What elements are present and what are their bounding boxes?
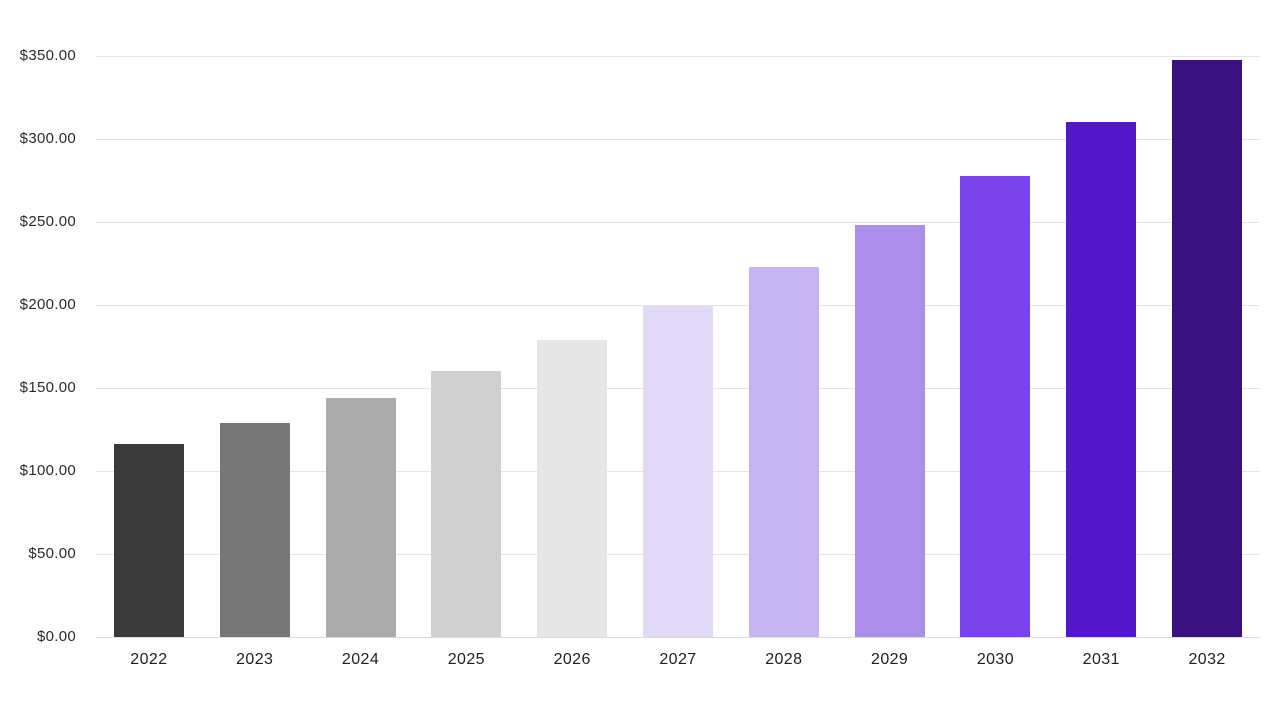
gridline [96, 221, 1260, 223]
x-axis-tick-label: 2025 [447, 651, 485, 668]
x-axis-tick-label: 2032 [1188, 651, 1226, 668]
x-axis-tick-label: 2029 [871, 651, 909, 668]
x-axis-tick-label: 2031 [1082, 651, 1120, 668]
y-axis-tick-label: $200.00 [19, 296, 76, 313]
x-axis-tick-label: 2026 [553, 651, 591, 668]
y-axis-tick-label: $300.00 [19, 130, 76, 147]
y-axis-tick-label: $250.00 [19, 213, 76, 230]
y-axis-tick-label: $350.00 [19, 47, 76, 64]
x-axis-tick-label: 2027 [659, 651, 697, 668]
bar-2029 [854, 224, 925, 637]
bar-2031 [1066, 122, 1137, 637]
y-axis-tick-label: $100.00 [19, 462, 76, 479]
gridline [96, 55, 1260, 57]
y-axis-tick-label: $0.00 [36, 628, 76, 645]
x-axis-baseline [96, 636, 1260, 638]
y-axis-tick-label: $50.00 [28, 545, 76, 562]
y-axis-tick-label: $150.00 [19, 379, 76, 396]
x-axis-tick-label: 2023 [236, 651, 274, 668]
bar-2030 [960, 175, 1031, 637]
x-axis-tick-label: 2022 [130, 651, 168, 668]
bar-2028 [748, 266, 819, 637]
bar-2026 [537, 339, 608, 637]
bar-2022 [113, 444, 184, 637]
bar-2023 [219, 422, 290, 637]
plot-area [96, 55, 1260, 638]
x-axis-tick-label: 2030 [976, 651, 1015, 668]
bar-2025 [431, 370, 502, 637]
bar-2024 [325, 397, 396, 637]
gridline [96, 138, 1260, 140]
bar-2032 [1172, 60, 1243, 637]
gridline [96, 304, 1260, 306]
bar-2027 [643, 305, 713, 637]
x-axis-tick-label: 2028 [765, 651, 803, 668]
x-axis-tick-label: 2024 [341, 651, 380, 668]
